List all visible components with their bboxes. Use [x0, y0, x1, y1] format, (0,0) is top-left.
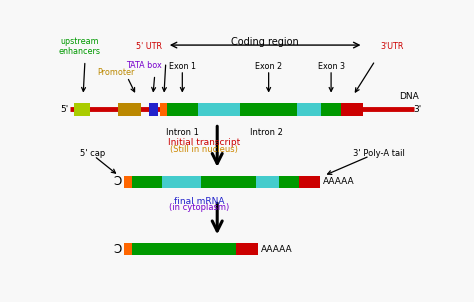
- Text: AAAAA: AAAAA: [323, 177, 355, 186]
- Bar: [149, 102, 158, 117]
- Text: DNA: DNA: [399, 92, 419, 101]
- Text: AAAAA: AAAAA: [261, 245, 292, 253]
- Bar: [201, 175, 256, 188]
- Text: 3' Poly-A tail: 3' Poly-A tail: [353, 149, 405, 158]
- Text: Intron 2: Intron 2: [250, 127, 283, 137]
- Text: (in cytoplasm): (in cytoplasm): [169, 203, 229, 212]
- Text: (Still in nucleus): (Still in nucleus): [171, 145, 238, 153]
- Bar: [118, 102, 141, 117]
- Text: Exon 1: Exon 1: [169, 62, 196, 71]
- Text: 5' UTR: 5' UTR: [136, 42, 162, 51]
- Bar: [74, 102, 91, 117]
- Bar: [299, 175, 320, 188]
- Text: 3'UTR: 3'UTR: [380, 42, 403, 51]
- Text: Ɔ: Ɔ: [113, 175, 121, 188]
- Text: TATA box: TATA box: [126, 61, 162, 70]
- Bar: [167, 102, 198, 117]
- Text: Initial transcript: Initial transcript: [168, 137, 240, 146]
- Bar: [279, 175, 299, 188]
- Text: Intron 1: Intron 1: [166, 127, 199, 137]
- Bar: [256, 175, 279, 188]
- Bar: [132, 175, 162, 188]
- Bar: [132, 243, 162, 255]
- Bar: [321, 102, 341, 117]
- Bar: [162, 243, 216, 255]
- Text: Promoter: Promoter: [98, 68, 135, 77]
- Text: 3': 3': [413, 105, 421, 114]
- Bar: [341, 102, 364, 117]
- Bar: [124, 243, 132, 255]
- Bar: [162, 175, 201, 188]
- Text: 5' cap: 5' cap: [80, 149, 105, 158]
- Text: Exon 3: Exon 3: [318, 62, 345, 71]
- Bar: [124, 175, 132, 188]
- Text: upstream
enhancers: upstream enhancers: [58, 37, 100, 56]
- Bar: [160, 102, 167, 117]
- Text: Ɔ: Ɔ: [113, 243, 121, 255]
- Text: Coding region: Coding region: [231, 37, 299, 47]
- Bar: [198, 102, 240, 117]
- Bar: [240, 102, 297, 117]
- Text: 5': 5': [61, 105, 69, 114]
- Bar: [297, 102, 321, 117]
- Bar: [237, 243, 258, 255]
- Text: Exon 2: Exon 2: [255, 62, 282, 71]
- Bar: [216, 243, 237, 255]
- Text: final mRNA: final mRNA: [173, 197, 224, 206]
